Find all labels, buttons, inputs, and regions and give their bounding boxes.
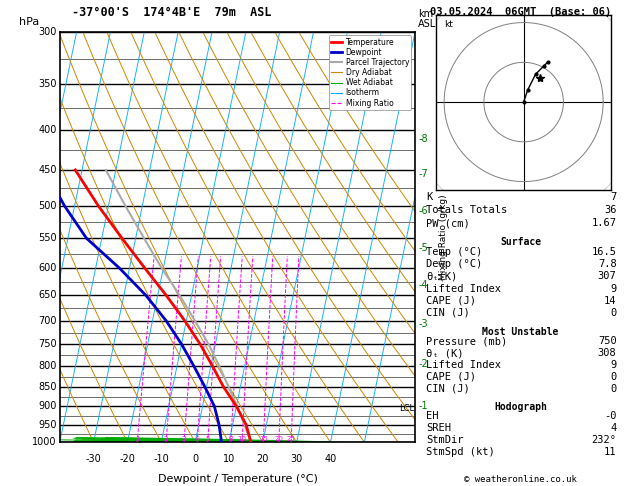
Text: Lifted Index: Lifted Index [426,360,501,370]
Text: EH: EH [426,411,439,421]
Text: © weatheronline.co.uk: © weatheronline.co.uk [464,474,577,484]
Text: 30: 30 [291,454,303,465]
Text: 850: 850 [38,382,57,392]
Text: 232°: 232° [592,435,616,445]
Text: 3: 3 [182,436,186,442]
Text: Mixing Ratio (g/kg): Mixing Ratio (g/kg) [439,194,448,280]
Text: Hodograph: Hodograph [494,401,547,412]
Text: 350: 350 [38,79,57,89]
Text: LCL: LCL [399,404,414,413]
Text: Most Unstable: Most Unstable [482,327,559,337]
Text: 03.05.2024  06GMT  (Base: 06): 03.05.2024 06GMT (Base: 06) [430,7,611,17]
Text: CAPE (J): CAPE (J) [426,296,476,306]
Text: -4: -4 [418,279,428,290]
Text: km
ASL: km ASL [418,9,437,29]
Text: 10: 10 [223,454,235,465]
Text: StmSpd (kt): StmSpd (kt) [426,447,495,457]
Text: 750: 750 [38,339,57,349]
Text: 4: 4 [610,423,616,433]
Text: -5: -5 [418,243,428,253]
Text: 300: 300 [38,27,57,36]
Text: 0: 0 [610,308,616,318]
Text: 307: 307 [598,271,616,281]
Text: -37°00'S  174°4B'E  79m  ASL: -37°00'S 174°4B'E 79m ASL [72,6,272,19]
Text: CIN (J): CIN (J) [426,384,470,394]
Text: -1: -1 [418,400,428,411]
Text: 20: 20 [257,454,269,465]
Text: 700: 700 [38,315,57,326]
Text: 7.8: 7.8 [598,259,616,269]
Text: 15: 15 [259,436,268,442]
Text: 14: 14 [604,296,616,306]
Text: -7: -7 [418,170,428,179]
Text: 1000: 1000 [32,437,57,447]
Text: Surface: Surface [500,237,541,247]
Text: 1.67: 1.67 [592,218,616,228]
Text: -10: -10 [153,454,169,465]
Text: 400: 400 [38,125,57,135]
Text: 950: 950 [38,420,57,430]
Text: 1: 1 [135,436,140,442]
Text: -0: -0 [604,411,616,421]
Text: CIN (J): CIN (J) [426,308,470,318]
Text: Pressure (mb): Pressure (mb) [426,336,508,346]
Text: -30: -30 [86,454,101,465]
Text: CAPE (J): CAPE (J) [426,372,476,382]
Text: Lifted Index: Lifted Index [426,283,501,294]
Text: 7: 7 [610,192,616,202]
Text: 25: 25 [287,436,296,442]
Text: -2: -2 [418,359,428,368]
Text: 4: 4 [195,436,199,442]
Text: Temp (°C): Temp (°C) [426,247,482,257]
Legend: Temperature, Dewpoint, Parcel Trajectory, Dry Adiabat, Wet Adiabat, Isotherm, Mi: Temperature, Dewpoint, Parcel Trajectory… [329,35,411,110]
Text: 0: 0 [610,384,616,394]
Text: 0: 0 [192,454,198,465]
Text: 900: 900 [38,401,57,411]
Text: 9: 9 [610,283,616,294]
Text: 36: 36 [604,205,616,215]
Text: θₜ (K): θₜ (K) [426,348,464,358]
Text: 16.5: 16.5 [592,247,616,257]
Text: -6: -6 [418,206,428,216]
Text: Dewp (°C): Dewp (°C) [426,259,482,269]
Text: 550: 550 [38,233,57,243]
Text: SREH: SREH [426,423,452,433]
Text: K: K [426,192,433,202]
Text: 9: 9 [610,360,616,370]
Text: 20: 20 [274,436,283,442]
Text: Totals Totals: Totals Totals [426,205,508,215]
Text: 800: 800 [38,361,57,371]
Text: 5: 5 [206,436,210,442]
Text: 8: 8 [228,436,233,442]
Text: 11: 11 [604,447,616,457]
Text: StmDir: StmDir [426,435,464,445]
Text: -8: -8 [418,134,428,144]
Text: 750: 750 [598,336,616,346]
Text: Dewpoint / Temperature (°C): Dewpoint / Temperature (°C) [157,473,318,484]
Text: 2: 2 [164,436,169,442]
Text: PW (cm): PW (cm) [426,218,470,228]
Text: 0: 0 [610,372,616,382]
Text: 650: 650 [38,290,57,300]
Text: 308: 308 [598,348,616,358]
Text: -3: -3 [418,318,428,329]
Text: kt: kt [444,19,453,29]
Text: 40: 40 [325,454,337,465]
Text: -20: -20 [120,454,135,465]
Text: 600: 600 [38,263,57,273]
Text: θₜ(K): θₜ(K) [426,271,458,281]
Text: 450: 450 [38,165,57,175]
Text: 500: 500 [38,201,57,211]
Text: hPa: hPa [19,17,39,27]
Text: 10: 10 [238,436,247,442]
